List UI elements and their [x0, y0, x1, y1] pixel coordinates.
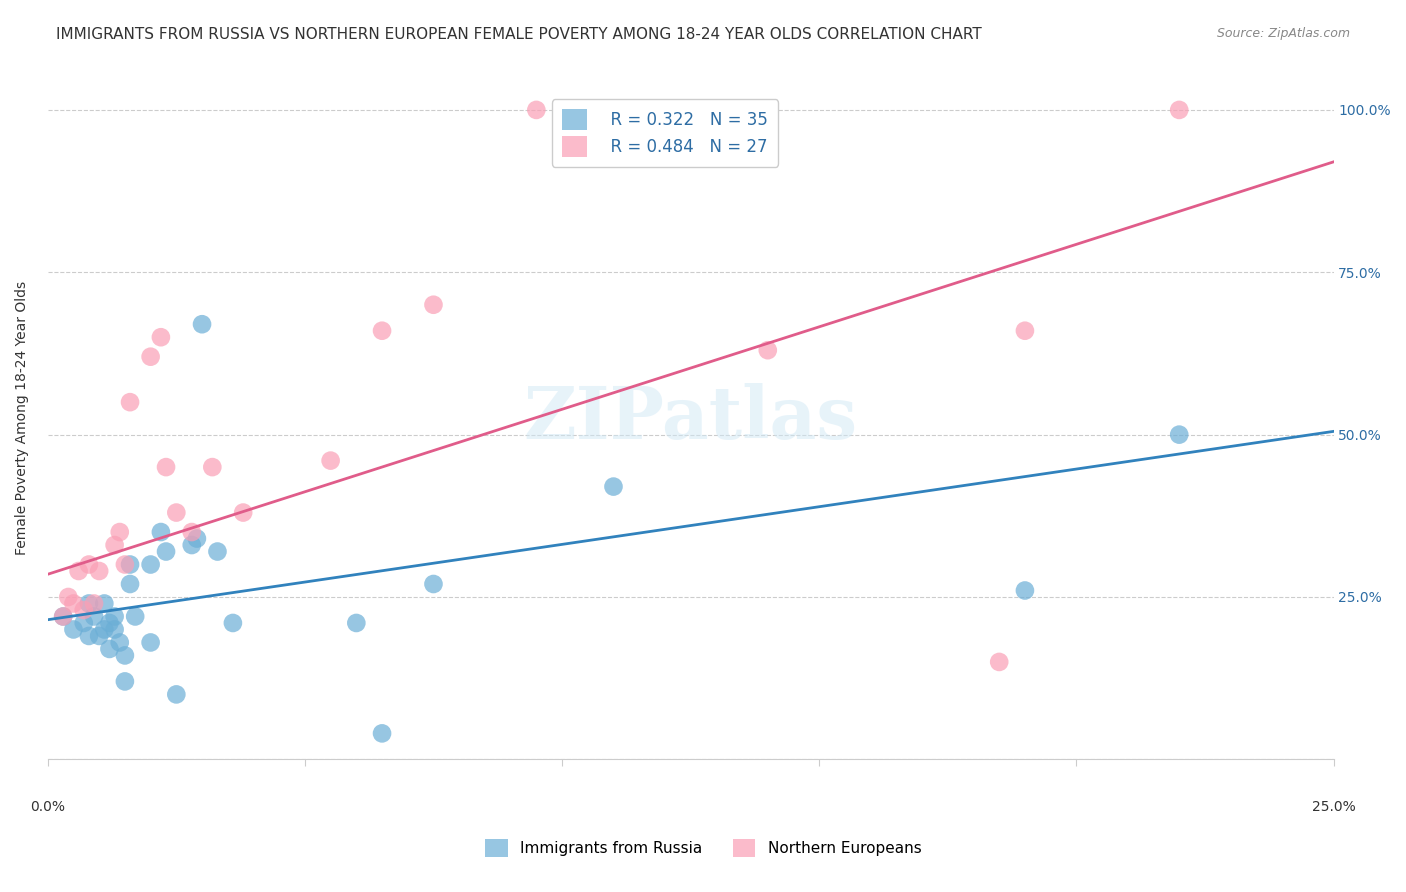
Legend: Immigrants from Russia, Northern Europeans: Immigrants from Russia, Northern Europea…: [475, 830, 931, 866]
Immigrants from Russia: [1168, 427, 1191, 442]
Northern Europeans: [77, 558, 100, 572]
Immigrants from Russia: [104, 623, 127, 637]
Northern Europeans: [319, 453, 342, 467]
Immigrants from Russia: [77, 629, 100, 643]
Immigrants from Russia: [222, 615, 245, 630]
Y-axis label: Female Poverty Among 18-24 Year Olds: Female Poverty Among 18-24 Year Olds: [15, 281, 30, 556]
Immigrants from Russia: [191, 317, 214, 331]
Immigrants from Russia: [207, 544, 229, 558]
Immigrants from Russia: [118, 577, 141, 591]
Immigrants from Russia: [93, 623, 115, 637]
Immigrants from Russia: [98, 642, 121, 657]
Northern Europeans: [62, 597, 84, 611]
Immigrants from Russia: [186, 532, 208, 546]
Northern Europeans: [52, 609, 75, 624]
Immigrants from Russia: [73, 615, 96, 630]
Immigrants from Russia: [1014, 583, 1036, 598]
Immigrants from Russia: [139, 635, 162, 649]
Immigrants from Russia: [62, 623, 84, 637]
Northern Europeans: [1168, 103, 1191, 117]
Text: Source: ZipAtlas.com: Source: ZipAtlas.com: [1216, 27, 1350, 40]
Immigrants from Russia: [149, 524, 172, 539]
Immigrants from Russia: [165, 687, 187, 701]
Northern Europeans: [89, 564, 111, 578]
Text: IMMIGRANTS FROM RUSSIA VS NORTHERN EUROPEAN FEMALE POVERTY AMONG 18-24 YEAR OLDS: IMMIGRANTS FROM RUSSIA VS NORTHERN EUROP…: [56, 27, 981, 42]
Immigrants from Russia: [52, 609, 75, 624]
Northern Europeans: [118, 395, 141, 409]
Immigrants from Russia: [180, 538, 202, 552]
Northern Europeans: [139, 350, 162, 364]
Immigrants from Russia: [139, 558, 162, 572]
Northern Europeans: [988, 655, 1011, 669]
Northern Europeans: [58, 590, 80, 604]
Immigrants from Russia: [77, 597, 100, 611]
Immigrants from Russia: [344, 615, 367, 630]
Immigrants from Russia: [118, 558, 141, 572]
Immigrants from Russia: [98, 615, 121, 630]
Immigrants from Russia: [104, 609, 127, 624]
Immigrants from Russia: [83, 609, 105, 624]
Northern Europeans: [165, 506, 187, 520]
Northern Europeans: [1014, 324, 1036, 338]
Immigrants from Russia: [93, 597, 115, 611]
Northern Europeans: [108, 524, 131, 539]
Immigrants from Russia: [114, 674, 136, 689]
Immigrants from Russia: [155, 544, 177, 558]
Northern Europeans: [155, 460, 177, 475]
Northern Europeans: [67, 564, 90, 578]
Immigrants from Russia: [108, 635, 131, 649]
Text: 25.0%: 25.0%: [1312, 800, 1355, 814]
Northern Europeans: [73, 603, 96, 617]
Northern Europeans: [756, 343, 779, 358]
Northern Europeans: [114, 558, 136, 572]
Text: ZIPatlas: ZIPatlas: [523, 383, 858, 454]
Northern Europeans: [201, 460, 224, 475]
Immigrants from Russia: [602, 479, 624, 493]
Immigrants from Russia: [89, 629, 111, 643]
Northern Europeans: [232, 506, 254, 520]
Immigrants from Russia: [422, 577, 444, 591]
Immigrants from Russia: [371, 726, 394, 740]
Northern Europeans: [422, 298, 444, 312]
Legend:   R = 0.322   N = 35,   R = 0.484   N = 27: R = 0.322 N = 35, R = 0.484 N = 27: [551, 99, 778, 167]
Northern Europeans: [180, 524, 202, 539]
Northern Europeans: [149, 330, 172, 344]
Northern Europeans: [524, 103, 547, 117]
Immigrants from Russia: [114, 648, 136, 663]
Northern Europeans: [83, 597, 105, 611]
Northern Europeans: [371, 324, 394, 338]
Text: 0.0%: 0.0%: [31, 800, 65, 814]
Northern Europeans: [104, 538, 127, 552]
Immigrants from Russia: [124, 609, 146, 624]
